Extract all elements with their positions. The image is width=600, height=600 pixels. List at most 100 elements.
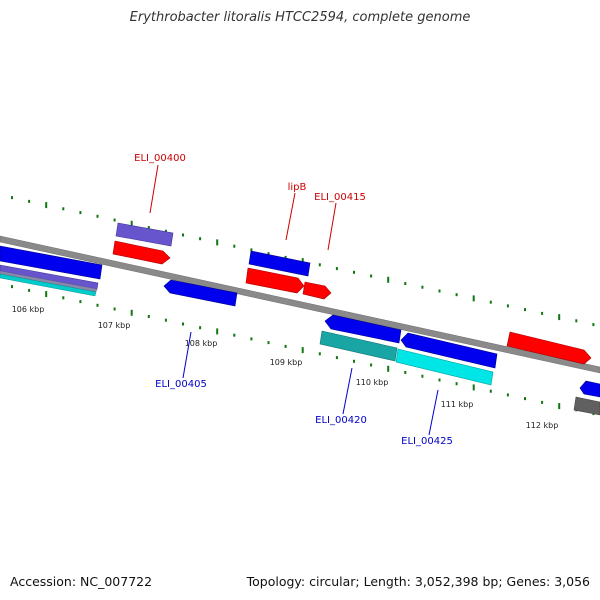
bottom-tick bbox=[387, 365, 390, 372]
feature-reverse-arrow-1[interactable] bbox=[324, 314, 402, 344]
top-tick bbox=[96, 214, 99, 218]
top-tick bbox=[455, 293, 458, 297]
top-tick-row bbox=[11, 196, 595, 327]
kbp-label-111: 111 kbp bbox=[441, 400, 474, 409]
bottom-tick bbox=[45, 291, 48, 298]
feature-lipB-reverse[interactable] bbox=[248, 250, 311, 277]
leader-ELI_00420 bbox=[342, 367, 353, 415]
bottom-tick bbox=[164, 318, 167, 322]
bottom-tick bbox=[438, 378, 441, 382]
bottom-tick bbox=[216, 328, 219, 335]
top-tick bbox=[421, 285, 424, 289]
top-tick bbox=[79, 211, 82, 215]
feature-lipB-arrow[interactable] bbox=[245, 267, 305, 294]
top-tick bbox=[164, 229, 167, 233]
kbp-label-110: 110 kbp bbox=[356, 378, 389, 387]
bottom-tick bbox=[11, 285, 13, 289]
top-tick bbox=[404, 282, 407, 285]
bottom-tick bbox=[404, 371, 407, 374]
feature-ELI_00425-block[interactable] bbox=[395, 348, 494, 386]
top-tick bbox=[216, 239, 219, 246]
top-tick bbox=[130, 220, 133, 227]
top-tick bbox=[387, 276, 390, 283]
bottom-tick bbox=[250, 337, 253, 341]
bottom-tick bbox=[79, 300, 82, 304]
bottom-tick bbox=[62, 296, 65, 300]
top-tick bbox=[575, 319, 578, 323]
top-tick bbox=[250, 248, 253, 252]
bottom-tick bbox=[147, 315, 150, 318]
leader-lipB bbox=[285, 192, 296, 241]
top-tick bbox=[147, 226, 150, 229]
top-tick bbox=[113, 218, 116, 222]
top-tick bbox=[541, 311, 544, 315]
gene-label-ELI_00425[interactable]: ELI_00425 bbox=[401, 436, 453, 447]
top-tick bbox=[199, 237, 202, 241]
top-tick bbox=[370, 274, 373, 278]
top-tick bbox=[472, 295, 475, 302]
gene-label-ELI_00420[interactable]: ELI_00420 bbox=[315, 415, 367, 426]
leader-ELI_00425 bbox=[428, 389, 439, 436]
top-tick bbox=[267, 252, 270, 256]
bottom-tick bbox=[301, 347, 304, 354]
gene-label-lipB[interactable]: lipB bbox=[288, 182, 307, 193]
bottom-tick bbox=[455, 382, 458, 386]
top-tick bbox=[558, 314, 561, 321]
top-tick bbox=[182, 233, 184, 237]
bottom-tick bbox=[335, 356, 338, 360]
kbp-label-109: 109 kbp bbox=[270, 358, 303, 367]
feature-left-blue[interactable] bbox=[0, 245, 103, 280]
feature-far-right-gray[interactable] bbox=[573, 396, 600, 416]
bottom-tick bbox=[370, 363, 373, 367]
top-tick bbox=[284, 255, 287, 259]
bottom-tick bbox=[182, 322, 184, 326]
bottom-tick bbox=[267, 341, 270, 345]
feature-ELI_00405-reverse[interactable] bbox=[163, 279, 238, 307]
top-tick bbox=[524, 308, 526, 312]
genome-summary: Topology: circular; Length: 3,052,398 bp… bbox=[246, 574, 590, 589]
top-tick bbox=[45, 202, 48, 209]
leader-ELI_00405 bbox=[182, 331, 192, 379]
bottom-tick bbox=[113, 307, 116, 311]
genome-backbone bbox=[0, 235, 600, 374]
bottom-tick bbox=[130, 309, 133, 316]
feature-forward-arrow-far[interactable] bbox=[506, 331, 592, 365]
gene-label-ELI_00415[interactable]: ELI_00415 bbox=[314, 192, 366, 203]
genome-title: Erythrobacter litoralis HTCC2594, comple… bbox=[129, 10, 471, 25]
bottom-tick bbox=[284, 344, 287, 348]
feature-left-cyan[interactable] bbox=[0, 273, 97, 297]
top-tick bbox=[318, 263, 321, 267]
bottom-tick bbox=[353, 359, 355, 363]
top-tick bbox=[489, 300, 492, 304]
leader-ELI_00415 bbox=[327, 202, 337, 251]
feature-reverse-arrow-2[interactable] bbox=[400, 332, 498, 369]
bottom-tick bbox=[541, 400, 544, 404]
bottom-tick bbox=[558, 403, 561, 410]
gene-label-ELI_00400[interactable]: ELI_00400 bbox=[134, 153, 186, 164]
bottom-tick bbox=[489, 389, 492, 393]
top-tick bbox=[301, 258, 304, 265]
top-tick bbox=[62, 207, 65, 211]
feature-ELI_00415-arrow[interactable] bbox=[302, 281, 332, 300]
bottom-tick bbox=[96, 303, 99, 307]
bottom-tick bbox=[233, 333, 236, 337]
top-tick bbox=[28, 199, 31, 203]
feature-ELI_00400-block[interactable] bbox=[115, 222, 174, 247]
feature-ELI_00420-block[interactable] bbox=[319, 330, 398, 362]
gene-label-ELI_00405[interactable]: ELI_00405 bbox=[155, 379, 207, 390]
top-tick bbox=[506, 304, 509, 308]
top-tick bbox=[233, 244, 236, 248]
feature-far-right-blue[interactable] bbox=[579, 380, 600, 398]
bottom-tick bbox=[472, 384, 475, 391]
leader-ELI_00400 bbox=[149, 164, 159, 214]
bottom-tick bbox=[318, 352, 321, 356]
bottom-tick bbox=[28, 288, 31, 292]
kbp-label-108: 108 kbp bbox=[185, 339, 218, 348]
top-tick bbox=[438, 289, 441, 293]
accession-label: Accession: NC_007722 bbox=[10, 574, 153, 589]
bottom-tick bbox=[524, 397, 526, 401]
kbp-label-107: 107 kbp bbox=[98, 321, 131, 330]
feature-forward-arrow-1[interactable] bbox=[112, 240, 171, 265]
